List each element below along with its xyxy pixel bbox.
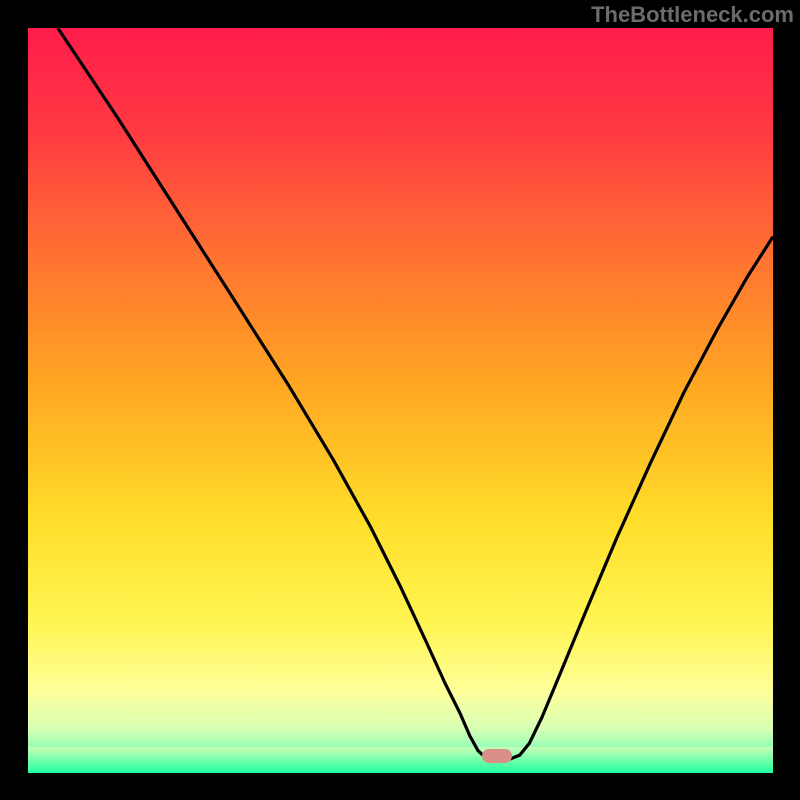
- bottleneck-chart: TheBottleneck.com: [0, 0, 800, 800]
- plot-area: [28, 28, 773, 773]
- bottleneck-curve: [28, 28, 773, 773]
- optimal-marker-icon: [482, 749, 512, 763]
- watermark-text: TheBottleneck.com: [591, 2, 794, 28]
- curve-path: [58, 28, 773, 760]
